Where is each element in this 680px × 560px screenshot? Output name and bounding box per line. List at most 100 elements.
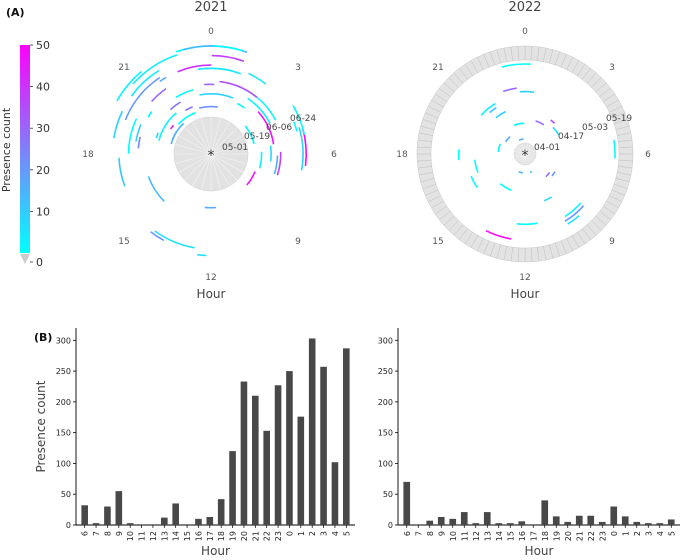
radial-hour-label: 12 bbox=[205, 273, 216, 283]
y-tick-label: 200 bbox=[378, 398, 393, 407]
bar bbox=[644, 523, 652, 525]
y-tick-label: 300 bbox=[56, 336, 71, 345]
presence-arc bbox=[518, 171, 523, 174]
y-axis-title: Presence count bbox=[34, 380, 48, 472]
bar bbox=[495, 523, 503, 525]
bar bbox=[308, 338, 316, 525]
presence-arc bbox=[170, 122, 185, 145]
x-tick-label: 0 bbox=[285, 531, 294, 536]
colorbar-tick-label: 0 bbox=[36, 256, 43, 269]
x-tick-label: 17 bbox=[529, 531, 538, 541]
bar bbox=[263, 430, 270, 525]
presence-arc bbox=[495, 110, 507, 119]
presence-arc bbox=[244, 125, 255, 145]
x-tick-label: 18 bbox=[541, 531, 550, 541]
colorbar-tick-label: 10 bbox=[36, 205, 50, 218]
bar bbox=[460, 512, 468, 525]
bar bbox=[81, 505, 88, 525]
presence-arc bbox=[236, 102, 246, 109]
y-tick-label: 100 bbox=[378, 459, 393, 468]
bar bbox=[331, 462, 339, 525]
radial-date-label: 04-01 bbox=[534, 143, 560, 153]
x-tick-label: 2 bbox=[308, 531, 317, 536]
radial-chart-2022: 2022 Hour 0 3 6 9 12 15 18 21 * 04-0104-1705-0305-1… bbox=[396, 0, 651, 301]
x-tick-label: 0 bbox=[610, 531, 619, 536]
y-tick-label: 50 bbox=[61, 490, 71, 499]
presence-arc bbox=[246, 171, 256, 186]
radial-hour-label: 21 bbox=[118, 63, 129, 73]
presence-arc bbox=[529, 170, 533, 174]
presence-arc bbox=[211, 54, 245, 62]
presence-arc bbox=[219, 80, 258, 98]
y-tick-label: 0 bbox=[66, 521, 71, 530]
radial-hour-label: 0 bbox=[208, 27, 214, 37]
bar bbox=[587, 515, 595, 525]
radial-hour-label: 15 bbox=[432, 237, 443, 247]
bar bbox=[320, 366, 327, 525]
presence-arc bbox=[564, 205, 585, 222]
radial-hour-label: 18 bbox=[82, 150, 94, 160]
presence-arc bbox=[247, 97, 271, 124]
y-tick-label: 300 bbox=[378, 336, 393, 345]
bar bbox=[506, 523, 514, 525]
presence-arc bbox=[550, 119, 556, 124]
presence-arc bbox=[269, 145, 272, 162]
bar bbox=[240, 381, 248, 525]
presence-arc bbox=[501, 63, 531, 68]
radial-center-marker: * bbox=[522, 148, 529, 164]
bar bbox=[564, 521, 572, 525]
bar bbox=[274, 385, 282, 525]
bar bbox=[541, 500, 549, 525]
presence-arc bbox=[519, 90, 535, 94]
bar bbox=[552, 516, 560, 525]
x-tick-label: 10 bbox=[126, 531, 135, 541]
presence-arc bbox=[169, 101, 181, 111]
presence-arc bbox=[552, 126, 560, 136]
colorbar-tick-label: 50 bbox=[36, 39, 50, 52]
x-tick-label: 4 bbox=[656, 531, 665, 536]
radial-presence-arcs bbox=[113, 45, 307, 257]
presence-arc bbox=[170, 124, 175, 130]
y-tick-label: 150 bbox=[378, 429, 393, 438]
presence-arc bbox=[137, 136, 141, 149]
x-tick-label: 23 bbox=[274, 531, 283, 541]
x-tick-label: 16 bbox=[518, 531, 527, 541]
bar bbox=[575, 515, 583, 525]
presence-arc bbox=[113, 110, 124, 139]
band-segment bbox=[416, 146, 432, 155]
radial-chart-2021: 2021 Hour 0 3 6 9 12 15 18 21 * 05-0105-1906-0606-2… bbox=[82, 0, 337, 301]
presence-arc bbox=[150, 87, 167, 103]
panel-a-label: (A) bbox=[6, 6, 25, 19]
y-tick-label: 100 bbox=[56, 459, 71, 468]
presence-arc bbox=[551, 171, 556, 177]
x-tick-label: 1 bbox=[297, 531, 306, 536]
presence-arc bbox=[214, 45, 243, 52]
presence-arc bbox=[613, 139, 616, 159]
bar bbox=[115, 491, 123, 525]
x-tick-label: 13 bbox=[483, 531, 492, 541]
presence-arc bbox=[545, 172, 551, 178]
x-tick-label: 23 bbox=[598, 531, 607, 541]
presence-arc bbox=[543, 196, 553, 202]
bar bbox=[667, 519, 675, 525]
radial-hour-label: 6 bbox=[645, 150, 651, 160]
x-tick-label: 22 bbox=[587, 531, 596, 541]
x-tick-label: 19 bbox=[229, 531, 238, 541]
presence-arc bbox=[177, 111, 196, 125]
presence-arc bbox=[118, 157, 126, 187]
x-tick-label: 17 bbox=[206, 531, 215, 541]
presence-arc bbox=[298, 127, 304, 171]
bar bbox=[343, 348, 350, 525]
colorbar-tick-label: 40 bbox=[36, 81, 50, 94]
presence-arc bbox=[184, 106, 193, 112]
bar bbox=[483, 512, 491, 525]
x-tick-label: 11 bbox=[138, 531, 147, 541]
colorbar: Presence count 0 10 20 30 40 50 bbox=[0, 39, 50, 269]
colorbar-zero-marker bbox=[20, 254, 30, 264]
presence-arc bbox=[147, 176, 165, 202]
x-tick-label: 15 bbox=[183, 531, 192, 541]
y-tick-label: 200 bbox=[56, 398, 71, 407]
radial-date-label: 05-19 bbox=[244, 132, 270, 142]
y-tick-label: 50 bbox=[383, 490, 393, 499]
